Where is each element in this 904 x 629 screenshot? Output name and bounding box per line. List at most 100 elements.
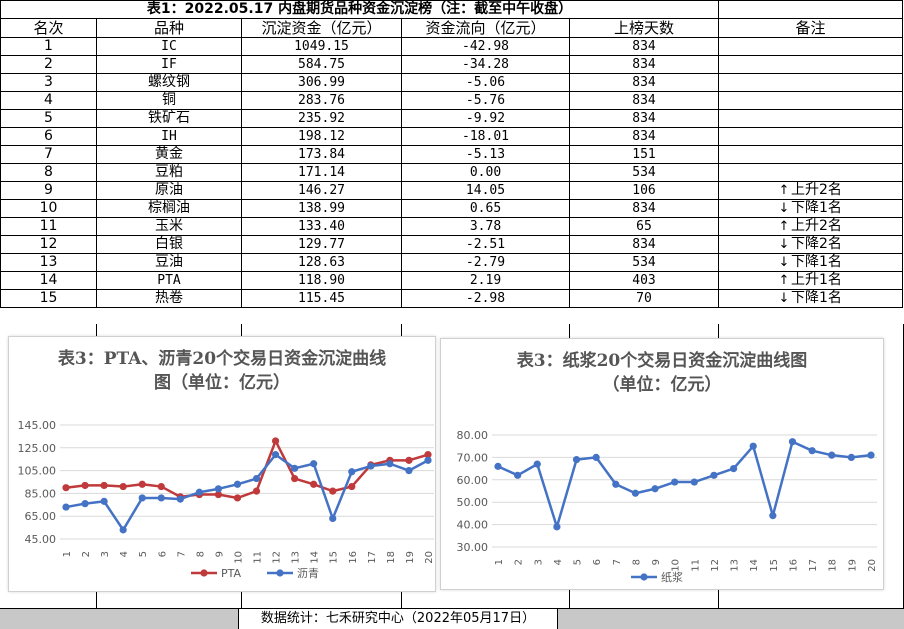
x-tick-label: 20 (424, 551, 435, 564)
data-point (788, 438, 797, 446)
name-cell: 铜 (96, 91, 242, 110)
flow-cell: 3.78 (401, 217, 570, 236)
note-text: 上升1名 (791, 272, 842, 289)
x-tick-label: 6 (592, 559, 603, 565)
days-cell: 403 (569, 271, 719, 290)
note-cell (718, 55, 903, 74)
data-point (214, 485, 223, 493)
data-point (214, 490, 223, 499)
x-tick-label: 14 (749, 559, 760, 572)
note-cell: ↑ 上升2名 (718, 181, 903, 200)
rank-cell: 10 (0, 199, 97, 218)
data-point (867, 451, 875, 459)
x-tick-label: 8 (631, 559, 642, 565)
flow-cell: 0.65 (401, 199, 570, 218)
y-tick-label: 85.00 (25, 487, 57, 500)
data-point (291, 464, 299, 472)
x-tick-label: 13 (730, 559, 741, 572)
header-fund: 沉淀资金（亿元） (241, 18, 402, 38)
data-point (690, 478, 698, 486)
days-cell: 70 (569, 289, 719, 308)
arrow-up-icon: ↑ (778, 273, 790, 288)
arrow-down-icon: ↓ (778, 255, 790, 270)
data-point (310, 480, 318, 488)
days-cell: 834 (569, 55, 719, 74)
x-tick-label: 10 (233, 551, 244, 564)
note-cell (718, 145, 903, 164)
note-text: 下降2名 (791, 236, 842, 253)
days-cell: 834 (569, 91, 719, 110)
x-tick-label: 12 (710, 559, 721, 572)
data-point (592, 453, 600, 461)
name-cell: 玉米 (96, 217, 242, 236)
name-cell: 热卷 (96, 289, 242, 308)
fund-cell: 198.12 (241, 127, 402, 146)
flow-cell: -2.51 (401, 235, 570, 254)
footer-source: 数据统计：七禾研究中心（2022年05月17日） (238, 609, 558, 629)
chart-title-line1: 表3：PTA、沥青20个交易日资金沉淀曲线 (57, 349, 387, 369)
x-tick-label: 9 (214, 551, 225, 557)
data-point (100, 481, 108, 490)
header-name: 品种 (96, 18, 242, 38)
days-cell: 834 (569, 199, 719, 218)
x-tick-label: 17 (367, 551, 378, 564)
x-tick-label: 17 (808, 559, 819, 572)
table-row: 14 PTA 118.90 2.19 403 ↑ 上升1名 (0, 271, 903, 290)
data-point (348, 482, 356, 491)
days-cell: 65 (569, 217, 719, 236)
series-line (65, 439, 429, 500)
flow-cell: -5.06 (401, 73, 570, 92)
x-tick-label: 5 (573, 559, 584, 565)
note-text: 上升2名 (791, 218, 842, 235)
rank-cell: 3 (0, 73, 97, 92)
note-text: 上升2名 (791, 182, 842, 199)
data-point (348, 468, 356, 476)
x-tick-label: 10 (671, 559, 682, 572)
fund-cell: 118.90 (241, 271, 402, 290)
flow-cell: -9.92 (401, 109, 570, 128)
data-point (62, 503, 70, 511)
x-tick-label: 19 (405, 551, 416, 564)
x-tick-label: 18 (386, 551, 397, 564)
data-point (81, 500, 89, 508)
y-tick-label: 80.00 (457, 429, 489, 442)
data-point (828, 451, 836, 459)
table-row: 1 IC 1049.15 -42.98 834 (0, 37, 903, 56)
x-tick-label: 11 (253, 551, 264, 564)
note-cell (718, 91, 903, 110)
flow-cell: -18.01 (401, 127, 570, 146)
flow-cell: 14.05 (401, 181, 570, 200)
table-title: 表1：2022.05.17 内盘期货品种资金沉淀榜（注：截至中午收盘） (0, 0, 719, 19)
note-cell (718, 163, 903, 182)
x-tick-label: 1 (62, 551, 73, 557)
rank-cell: 8 (0, 163, 97, 182)
table-row: 7 黄金 173.84 -5.13 151 (0, 145, 903, 164)
fund-cell: 283.76 (241, 91, 402, 110)
data-point (749, 442, 757, 450)
x-tick-label: 7 (176, 551, 187, 557)
note-cell: ↓ 下降1名 (718, 199, 903, 218)
name-cell: IF (96, 55, 242, 74)
table-row: 15 热卷 115.45 -2.98 70 ↓ 下降1名 (0, 289, 903, 308)
data-point (233, 494, 242, 502)
fund-cell: 173.84 (241, 145, 402, 164)
flow-cell: -5.76 (401, 91, 570, 110)
x-tick-label: 13 (291, 551, 302, 564)
data-point (769, 512, 777, 520)
flow-cell: -5.13 (401, 145, 570, 164)
data-point (119, 526, 127, 534)
data-point (233, 480, 242, 488)
data-point (424, 456, 432, 464)
name-cell: IC (96, 37, 242, 56)
note-text: 下降1名 (791, 254, 842, 271)
data-point (252, 487, 261, 495)
data-point (651, 485, 659, 493)
fund-cell: 235.92 (241, 109, 402, 128)
flow-cell: 2.19 (401, 271, 570, 290)
legend-label: 沥青 (297, 567, 319, 580)
chart-title-line1: 表3：纸浆20个交易日资金沉淀曲线图 (516, 351, 808, 371)
note-cell (718, 127, 903, 146)
data-point (671, 478, 679, 486)
table-row: 12 白银 129.77 -2.51 834 ↓ 下降2名 (0, 235, 903, 254)
